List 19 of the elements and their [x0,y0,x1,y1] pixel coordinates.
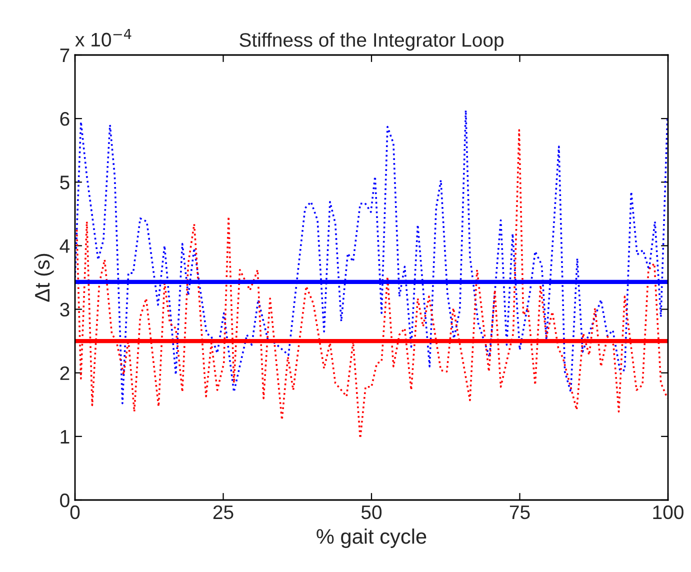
x-tick-label: 75 [510,506,530,520]
y-tick-label: 0 [60,493,70,508]
y-axis-title: Δt (s) [34,254,54,302]
x-tick-label: 0 [70,505,80,520]
x-axis-title: % gait cycle [316,528,426,548]
y-tick-label: 4 [60,239,70,253]
text: x 10$^{−4}$ [75,29,132,47]
y-tick-label: 6 [60,112,70,126]
line-series [75,109,668,404]
y-tick-label: 1 [60,430,70,444]
chart-title: Stiffness of the Integrator Loop [240,32,504,51]
x-tick-label: 100 [653,505,684,520]
y-tick-label: 3 [60,302,70,317]
x-tick-label: 50 [361,505,382,520]
y-tick-label: 7 [60,48,70,62]
y-tick-label: 5 [60,176,70,190]
line-series [76,129,668,440]
y-tick-label: 2 [60,366,70,380]
x-tick-label: 25 [213,505,234,520]
